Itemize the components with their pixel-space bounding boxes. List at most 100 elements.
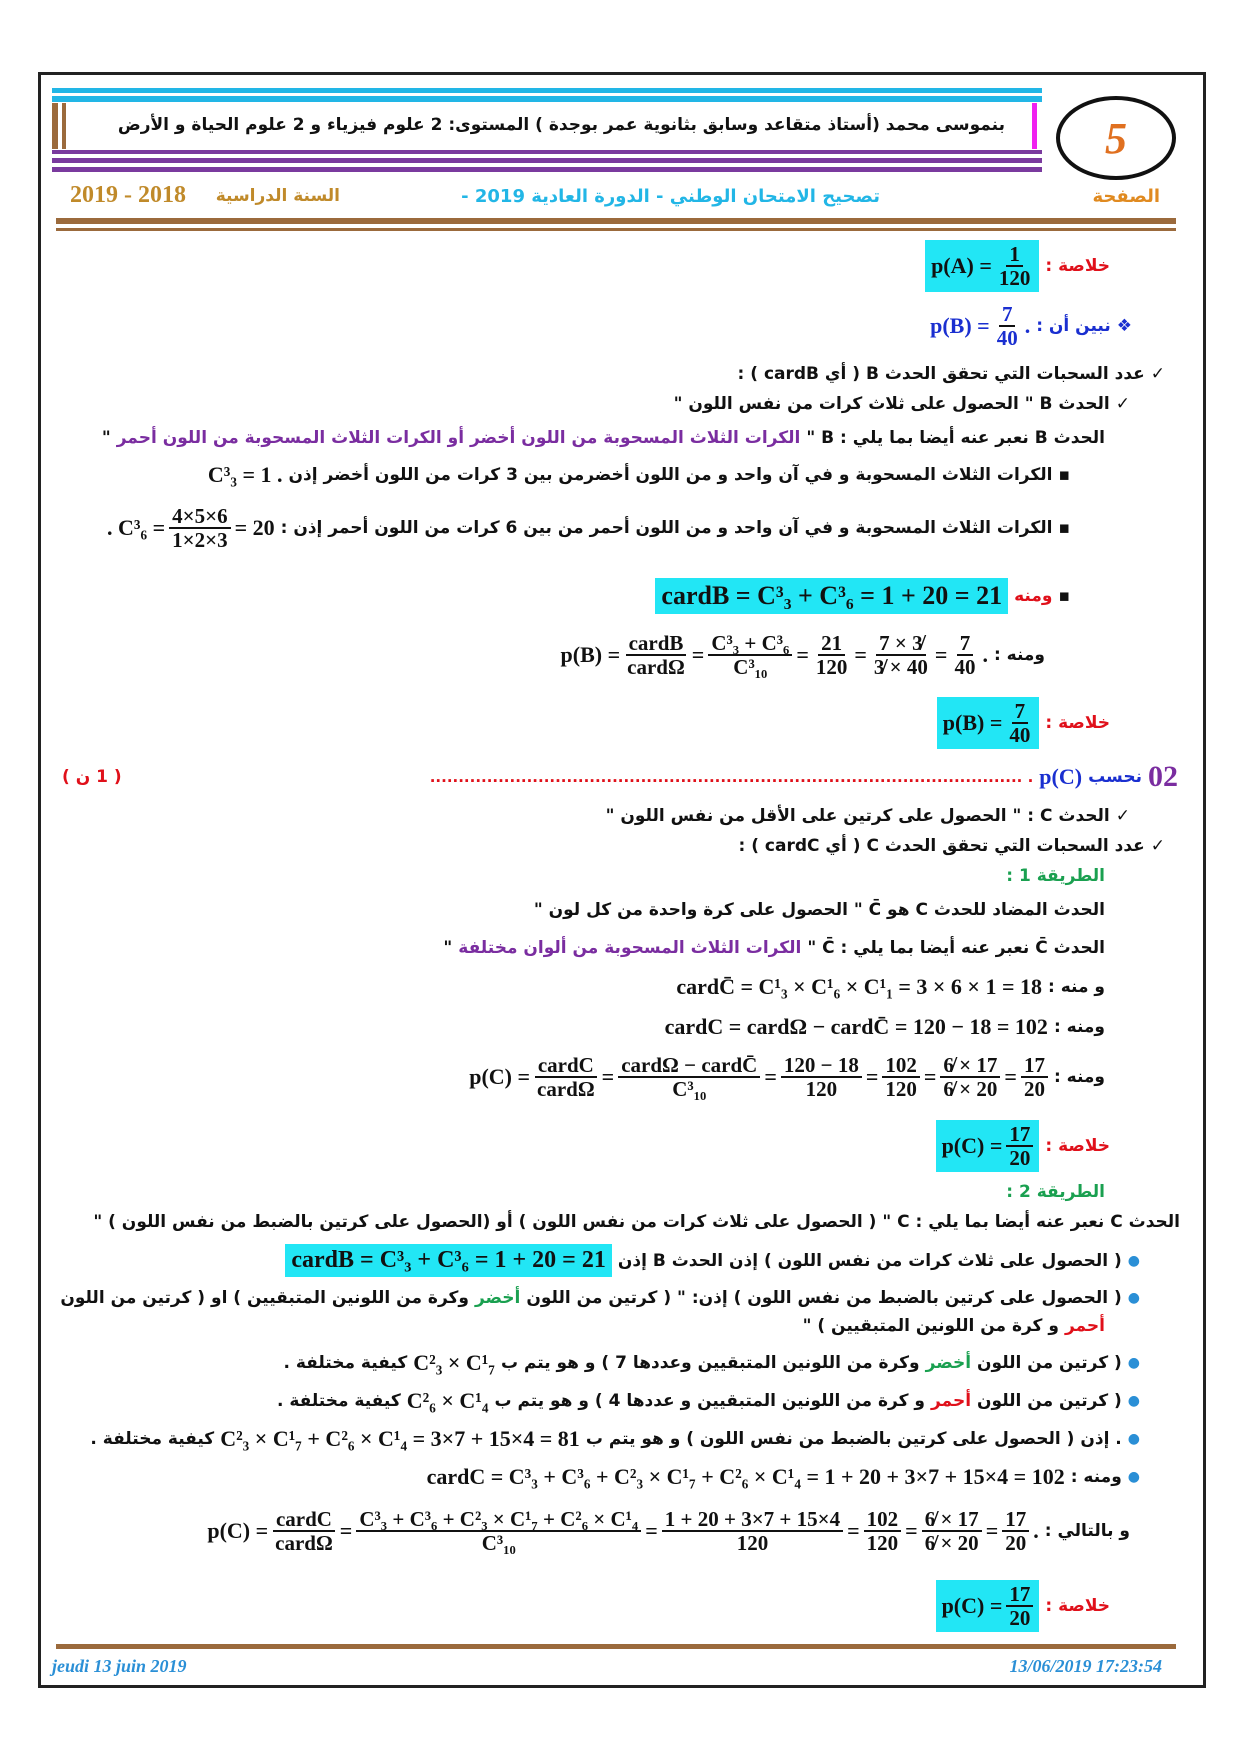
text: " — [101, 428, 111, 448]
dot-item: ● . إذن ( الحصول على كرتين بالضبط من نفس … — [90, 1426, 1140, 1452]
numerator: 120 − 18 — [780, 1054, 862, 1079]
denominator: cardΩ — [275, 1531, 333, 1556]
math: p(B) = — [942, 710, 1003, 736]
text: الحدث C̄ نعبر عنه أيضا بما يلي : C̄ " — [807, 938, 1105, 958]
text: كيفية مختلفة . — [283, 1353, 408, 1373]
footer-timestamp: 13/06/2019 17:23:54 — [1009, 1656, 1163, 1676]
dot-item: ● ( كرتين من اللون أخضر وكرة من اللونين الم… — [283, 1350, 1140, 1376]
denominator: cardΩ — [627, 655, 685, 680]
check-icon: ✓ — [1115, 394, 1130, 414]
numerator: 6̸ × 17 — [940, 1054, 1001, 1079]
text: الحدث C : " الحصول على كرتين على الأقل م… — [605, 806, 1110, 826]
numerator: 17 — [1006, 1123, 1034, 1148]
dot-leader: . ......................................… — [429, 768, 1034, 786]
denominator: 20 — [1009, 1146, 1031, 1171]
text: وكرة من اللونين المتبقيين وعددها 7 ) و ه… — [500, 1353, 920, 1373]
pC-calculation: ومنه : p(C) = cardC cardΩ = cardΩ − cardC̄… — [469, 1053, 1105, 1102]
text: الحدث B نعبر عنه أيضا بما يلي : B " — [806, 428, 1105, 448]
logo: 5 — [1056, 96, 1176, 180]
header-rule — [52, 167, 1042, 172]
denominator: 20 — [1023, 1077, 1045, 1102]
bullet-icon: ● — [1127, 1469, 1140, 1485]
page-border — [38, 72, 1206, 1688]
denominator: 120 — [736, 1531, 769, 1556]
check-icon: ✓ — [1150, 836, 1165, 856]
footer-divider — [56, 1644, 1176, 1649]
numerator: 6×5×4 — [169, 505, 231, 530]
header-divider — [56, 228, 1176, 231]
header-rule — [52, 96, 1042, 102]
math: C²₃ × C¹₇ + C²₆ × C¹₄ = 3×7 + 15×4 = 81 — [220, 1426, 580, 1451]
text: أخضر — [474, 1288, 521, 1308]
denominator: 6̸ × 20 — [924, 1531, 979, 1556]
check-item: ✓ عدد السحبات التي تحقق الحدث C ( أي card… — [739, 836, 1165, 856]
dot-item: ● ومنه : cardC = C³₃ + C³₆ + C²₃ × C¹₇ + C… — [427, 1464, 1140, 1490]
dot-item-cont: أحمر و كرة من اللونين المتبقيين ) " — [803, 1316, 1105, 1336]
summary-pC-2: خلاصة : p(C) = 17 20 — [935, 1580, 1110, 1633]
cardC-line: ومنه : cardC = cardΩ − cardC̄ = 120 − 18 … — [665, 1014, 1105, 1040]
numerator: cardC — [272, 1508, 335, 1533]
bullet-icon: ● — [1127, 1355, 1140, 1371]
denominator: 6̸ × 20 — [943, 1077, 998, 1102]
result-box: cardB = C³₃ + C³₆ = 1 + 20 = 21 — [285, 1244, 612, 1277]
denominator: cardΩ — [537, 1077, 595, 1102]
text: الكرات الثلاث المسحوبة من ألوان مختلفة — [458, 938, 802, 958]
numerator: 7 × 3̸ — [876, 632, 926, 657]
diamond-bullet-icon: ❖ — [1116, 316, 1132, 337]
summary-pC: خلاصة : p(C) = 17 20 — [935, 1120, 1110, 1173]
math: C²₃ × C¹₇ — [413, 1350, 495, 1375]
method-2-heading: الطريقة 2 : — [1006, 1182, 1105, 1202]
text: الحدث C نعبر عنه أيضا بما يلي : C " ( ال… — [93, 1212, 1180, 1232]
dot-item: ● ( الحصول على ثلاث كرات من نفس اللون ) إ… — [285, 1244, 1140, 1277]
denominator: 3̸ × 40 — [873, 655, 928, 680]
question-02: 02 نحسب p(C) . .........................… — [62, 760, 1178, 794]
text: كيفية مختلفة . — [90, 1429, 215, 1449]
header-rule — [52, 103, 58, 149]
text: أخضر — [925, 1353, 972, 1373]
summary-label: خلاصة : — [1045, 713, 1110, 734]
text: وكرة من اللونين المتبقيين ) او ( كرتين م… — [60, 1288, 469, 1308]
bullet-icon: ● — [1127, 1252, 1140, 1269]
numerator: C³₃ + C³₆ + C²₃ × C¹₇ + C²₆ × C¹₄ — [356, 1508, 642, 1533]
text: ( الحصول على ثلاث كرات من نفس اللون ) إذ… — [617, 1250, 1122, 1271]
header-rule — [1032, 103, 1037, 149]
footer-date: jeudi 13 juin 2019 — [52, 1656, 187, 1676]
text: أحمر — [1064, 1316, 1105, 1336]
text: نحسب — [1088, 767, 1142, 787]
math: cardC = C³₃ + C³₆ + C²₃ × C¹₇ + C²₆ × C¹… — [426, 1464, 1065, 1489]
denominator: 20 — [1005, 1531, 1027, 1556]
method-1-heading: الطريقة 1 : — [1006, 866, 1105, 886]
square-bullet-icon: ▪ — [1058, 518, 1070, 539]
bullet-item: ▪ الكرات الثلاث المسحوبة و في آن واحد و م… — [208, 462, 1070, 488]
math: p(B) = — [560, 642, 621, 668]
math: p(C) — [1039, 764, 1083, 789]
year-label: السنة الدراسية — [215, 186, 340, 206]
cardCbar-line: و منه : cardC̄ = C¹₃ × C¹₆ × C¹₁ = 3 × 6 … — [676, 974, 1105, 1000]
numerator: 17 — [1020, 1054, 1048, 1079]
denominator: 120 — [815, 655, 848, 680]
text: الحدث B " الحصول على ثلاث كرات من نفس ال… — [673, 394, 1110, 414]
math: = C³₆ . — [106, 515, 166, 541]
text: عدد السحبات التي تحقق الحدث B ( أي cardB… — [737, 364, 1145, 384]
numerator: 1 — [1006, 243, 1023, 268]
text: الكرات الثلاث المسحوبة و في آن واحد و من… — [288, 465, 1053, 485]
numerator: 6̸ × 17 — [921, 1508, 982, 1533]
math: p(C) = — [941, 1593, 1003, 1619]
numerator: 17 — [1006, 1583, 1034, 1608]
denominator: 40 — [1009, 723, 1031, 748]
bullet-icon: ● — [1127, 1431, 1140, 1447]
points-label: ( 1 ن ) — [62, 767, 122, 787]
summary-label: خلاصة : — [1045, 256, 1110, 277]
text: و كرة من اللونين المتبقيين و عددها 4 ) و… — [494, 1391, 925, 1411]
summary-label: خلاصة : — [1045, 1596, 1110, 1617]
numerator: 1 + 20 + 3×7 + 15×4 — [661, 1508, 844, 1533]
header-divider — [56, 218, 1176, 224]
numerator: 7 — [956, 632, 974, 657]
pB-calculation: ومنه : p(B) = cardB cardΩ = C³₃ + C³₆ C³₁₀ =… — [560, 631, 1045, 680]
square-bullet-icon: ▪ — [1058, 586, 1070, 606]
denominator: 3×2×1 — [172, 528, 228, 553]
dot-item: ● ( الحصول على كرتين بالضبط من نفس اللون … — [60, 1288, 1140, 1308]
denominator: C³₁₀ — [481, 1531, 516, 1556]
express-B: الحدث B نعبر عنه أيضا بما يلي : B " الكرا… — [102, 428, 1105, 448]
